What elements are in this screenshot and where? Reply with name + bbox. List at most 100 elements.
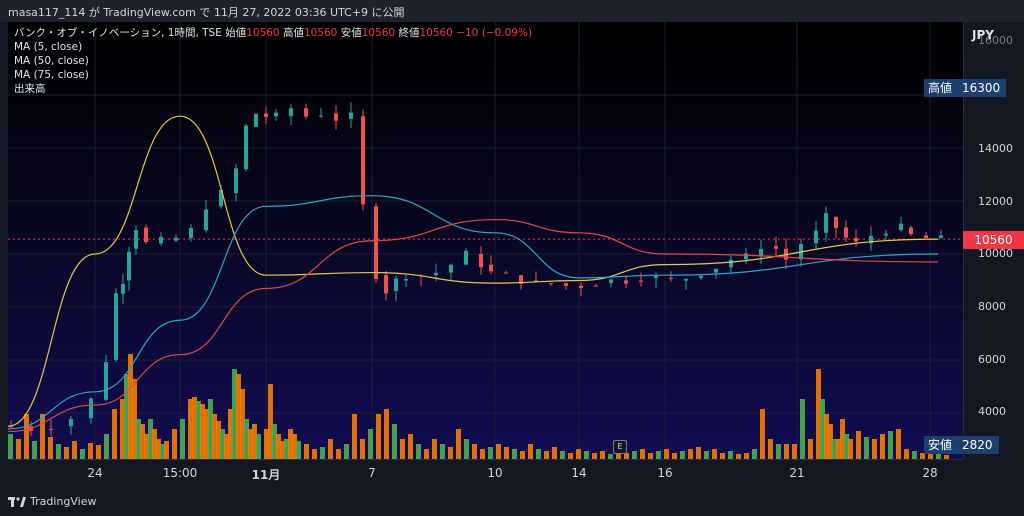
indicator-ma5[interactable]: MA (5, close) [14,41,83,53]
earnings-event-marker[interactable]: E [613,440,627,454]
candle-body [49,428,53,430]
candle-body [534,280,538,282]
candle-body [244,125,248,170]
volume-bar [228,409,233,459]
volume-bar [836,439,841,459]
volume-bar [56,444,61,459]
candle-body [89,398,93,419]
candle-body [909,227,913,235]
volume-bar [112,409,117,459]
volume-bar [272,424,277,459]
candle-body [464,250,468,265]
volume-bar [48,437,53,459]
volume-bar [920,453,925,459]
candle-body [69,419,73,427]
volume-bar [504,447,509,459]
volume-bar [16,439,21,459]
candle-body [274,112,278,117]
volume-bar [928,454,933,459]
volume-bar [688,449,693,459]
volume-bar [576,449,581,459]
volume-bar [164,441,169,459]
volume-bar [448,447,453,459]
low-value: 10560 [361,27,396,39]
volume-bar [568,453,573,459]
volume-bar [284,439,289,459]
volume-bar [912,451,917,459]
candle-body [899,223,903,231]
tradingview-logo[interactable]: TradingView [8,495,96,508]
time-scale[interactable]: 24 15:00 11月 7 10 14 16 21 28 [8,459,963,490]
volume-bar [752,449,757,459]
candle-body [744,253,748,260]
volume-bar [840,419,845,459]
currency-label[interactable]: JPY [972,28,994,42]
volume-bar [264,429,269,459]
volume-bar [864,437,869,459]
volume-bar [848,439,853,459]
volume-bar [696,447,701,459]
close-label: 終値 [398,27,420,39]
volume-bar [456,429,461,459]
volume-bar [212,414,217,459]
volume-bar [512,449,517,459]
volume-bar [828,424,833,459]
candle-body [219,189,223,207]
indicator-ma75[interactable]: MA (75, close) [14,69,89,81]
volume-bar [656,451,661,459]
volume-bar [352,414,357,459]
time-label-21: 21 [789,466,805,480]
open-value: 10560 [246,27,280,39]
volume-bar [632,451,637,459]
chart-pane[interactable]: バンク・オブ・イノベーション, 1時間, TSE 始値10560 高値10560… [8,22,963,459]
price-tick-8000: 8000 [978,300,1006,313]
volume-bar [440,444,445,459]
indicator-volume[interactable]: 出来高 [14,83,46,95]
volume-bar [188,399,193,459]
volume-bar [896,429,901,459]
candle-body [104,362,108,400]
volume-bar [180,419,185,459]
candle-body [869,235,873,244]
volume-bar [172,429,177,459]
ma-line-75 [8,218,939,433]
volume-bar [844,434,849,459]
volume-bar [880,434,885,459]
volume-bar [536,449,541,459]
high-price-tag: 高値 16300 [924,79,1007,97]
ma-line-5 [8,115,939,427]
volume-bar [40,414,45,459]
price-chart-canvas[interactable] [8,22,963,459]
candle-body [9,426,13,428]
volume-bar [496,444,501,459]
candle-body [127,251,131,281]
low-label: 安値 [340,27,362,39]
candle-body [264,113,268,117]
volume-bar [744,453,749,459]
volume-bar [408,434,413,459]
candle-body [654,275,658,278]
time-label-24: 24 [87,466,103,480]
indicator-ma50[interactable]: MA (50, close) [14,55,89,67]
volume-bar [192,397,197,459]
candle-body [114,293,118,360]
volume-bar [120,399,125,459]
volume-bar [608,454,613,459]
volume-bar [320,447,325,459]
volume-bar [252,424,257,459]
volume-bar [96,445,101,459]
volume-bar [528,444,533,459]
volume-bar [832,439,837,459]
candle-body [844,227,848,238]
volume-bar [820,399,825,459]
price-tick-4000: 4000 [978,405,1006,418]
volume-bar [384,409,389,459]
candle-body [774,246,778,249]
volume-bar [472,444,477,459]
candle-body [594,285,598,287]
time-label-10: 10 [487,466,503,480]
symbol-title[interactable]: バンク・オブ・イノベーション, 1時間, TSE [14,27,222,39]
candle-body [289,108,293,117]
candle-body [729,259,733,268]
time-label-14: 14 [571,466,587,480]
